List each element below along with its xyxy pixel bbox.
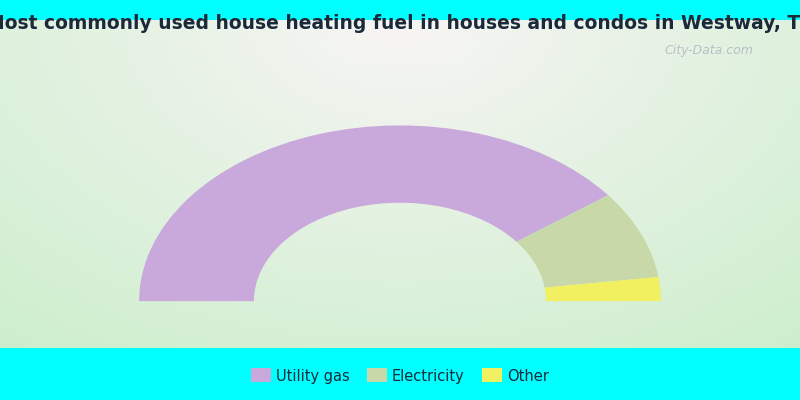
Text: Most commonly used house heating fuel in houses and condos in Westway, TX: Most commonly used house heating fuel in… — [0, 14, 800, 33]
Wedge shape — [517, 195, 658, 288]
Wedge shape — [545, 277, 661, 301]
Legend: Utility gas, Electricity, Other: Utility gas, Electricity, Other — [246, 363, 554, 390]
Text: City-Data.com: City-Data.com — [664, 44, 753, 57]
Wedge shape — [139, 126, 608, 301]
